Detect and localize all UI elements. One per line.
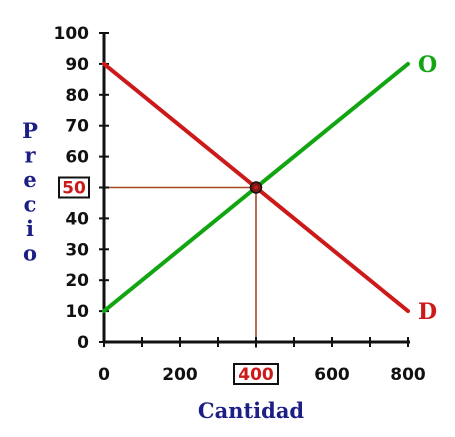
y-tick-label: 100 bbox=[54, 24, 90, 44]
y-axis-title-letter: i bbox=[26, 216, 34, 241]
y-axis-title-letter: P bbox=[22, 118, 38, 143]
x-axis-title: Cantidad bbox=[198, 398, 305, 423]
x-tick-label: 200 bbox=[162, 365, 198, 385]
x-tick-label: 0 bbox=[98, 365, 110, 385]
equilibrium-guides bbox=[104, 186, 257, 348]
y-tick-label: 0 bbox=[77, 333, 89, 353]
y-axis-title-letter: c bbox=[24, 192, 37, 217]
y-tick-label: 80 bbox=[65, 86, 89, 106]
y-tick-label: 40 bbox=[65, 209, 89, 229]
y-tick-label: 60 bbox=[65, 148, 89, 168]
x-equilibrium-box bbox=[233, 363, 279, 385]
equilibrium-marker-group bbox=[249, 181, 263, 194]
y-tick-label: 10 bbox=[65, 302, 89, 322]
axes bbox=[99, 32, 410, 347]
curve-label-d: D bbox=[418, 299, 437, 325]
x-tick-label: 600 bbox=[314, 365, 350, 385]
series-lines: OD bbox=[102, 52, 437, 325]
y-axis-title-letter: e bbox=[23, 167, 36, 192]
y-tick-label: 30 bbox=[65, 240, 89, 260]
y-tick-label: 90 bbox=[65, 55, 89, 75]
x-equilibrium-label: 400 bbox=[238, 365, 274, 385]
y-equilibrium-box bbox=[58, 176, 90, 199]
y-tick-label: 20 bbox=[65, 271, 89, 291]
equilibrium-marker-center bbox=[254, 185, 258, 190]
y-axis-title-letter: o bbox=[23, 241, 37, 266]
x-tick-label: 800 bbox=[390, 365, 426, 385]
y-tick-label: 70 bbox=[65, 117, 89, 137]
tick-labels: 0 10 20 30 40 50 60 70 80 90 100 0 200 400 600 800 bbox=[54, 24, 426, 385]
y-equilibrium-label: 50 bbox=[62, 179, 86, 199]
curve-label-o: O bbox=[418, 52, 437, 78]
y-axis-title-letter: r bbox=[24, 143, 36, 168]
